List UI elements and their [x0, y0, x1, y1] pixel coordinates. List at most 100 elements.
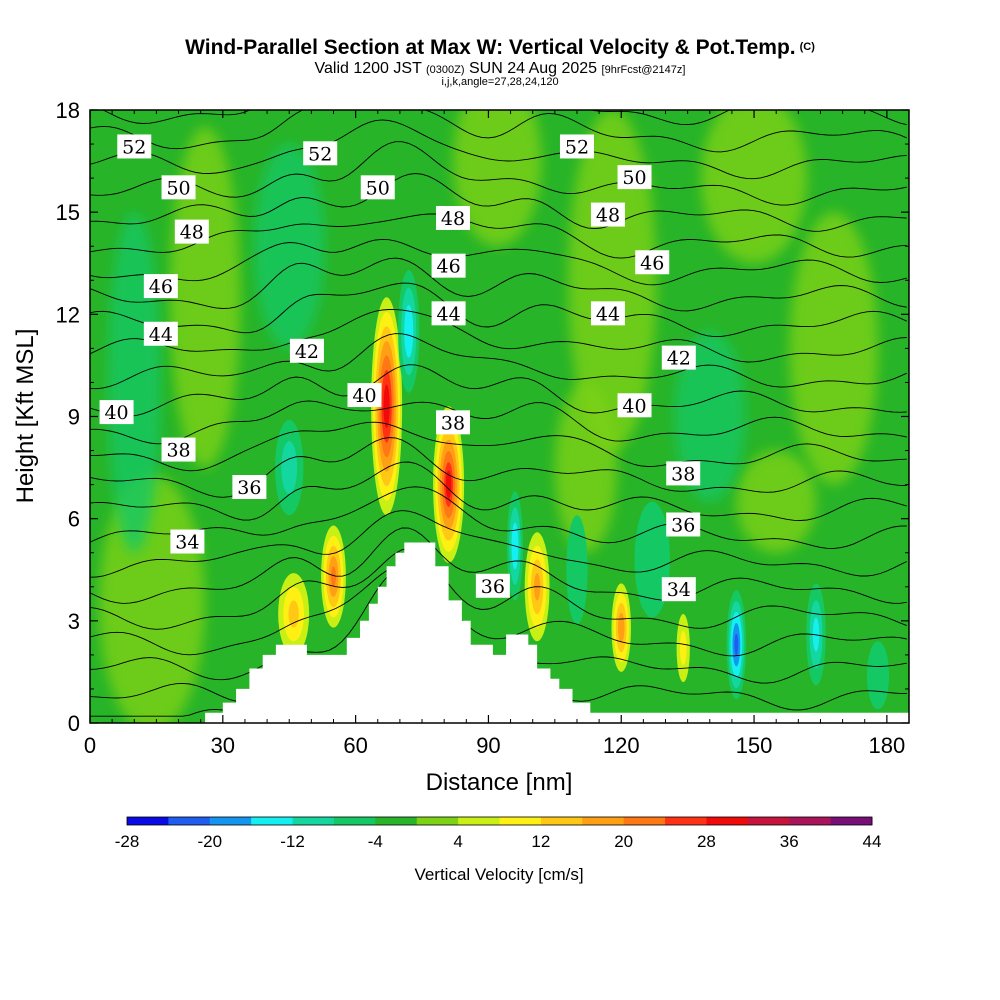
pot-temp-contour	[102, 110, 907, 126]
contour-label-text: 38	[166, 440, 190, 462]
colorbar-swatch	[375, 817, 418, 825]
valid-date: SUN 24 Aug 2025	[468, 60, 598, 77]
contour-label-text: 48	[180, 222, 204, 244]
velocity-cell	[398, 270, 420, 393]
contour-label: 44	[431, 301, 466, 326]
pot-temp-contour	[90, 564, 907, 657]
copyright-mark: (C)	[799, 41, 815, 53]
terrain	[90, 542, 909, 723]
x-tick-label: 0	[84, 733, 96, 758]
colorbar-title: Vertical Velocity [cm/s]	[414, 865, 583, 884]
contour-label: 52	[117, 134, 152, 159]
colorbar-swatch	[623, 817, 666, 825]
contour-label-text: 52	[565, 136, 589, 158]
contour-label-box	[99, 400, 134, 425]
contour-label-text: 34	[667, 579, 691, 601]
velocity-cell	[433, 406, 465, 563]
colorbar-swatch	[789, 817, 832, 825]
pot-temp-contour	[90, 173, 907, 232]
contour-label: 44	[590, 301, 625, 326]
contour-label-text: 42	[295, 341, 319, 363]
contour-label: 34	[170, 529, 205, 554]
y-axis-title: Height [Kft MSL]	[12, 329, 39, 504]
velocity-level	[734, 633, 739, 656]
colorbar-swatch	[127, 817, 169, 825]
pot-temp-contour	[90, 257, 907, 312]
y-tick-label: 12	[56, 302, 80, 327]
contour-label-box	[431, 253, 466, 278]
contour-label-text: 38	[671, 463, 695, 485]
colorbar-swatch	[292, 817, 335, 825]
indices-subtitle: i,j,k,angle=27,28,24,120	[0, 76, 1000, 88]
velocity-level	[812, 617, 820, 652]
colorbar-tick-label: -20	[197, 832, 222, 851]
background-band	[674, 331, 746, 502]
contour-label-box	[617, 165, 652, 190]
forecast-info: [9hrFcst@2147z]	[601, 64, 686, 76]
velocity-cell	[566, 515, 588, 625]
contour-label-box	[661, 577, 696, 602]
pot-temp-contour	[90, 486, 907, 549]
contour-label-box	[143, 274, 178, 299]
pot-temp-contour	[90, 119, 907, 180]
contour-label-box	[666, 512, 701, 537]
background-band	[736, 450, 817, 553]
contour-label: 50	[161, 175, 196, 200]
colorbar-tick-label: 20	[614, 832, 633, 851]
contour-label-text: 50	[166, 177, 190, 199]
velocity-cell	[676, 614, 690, 683]
contour-label-box	[475, 573, 510, 598]
contour-label-box	[617, 393, 652, 418]
contour-label-text: 44	[596, 303, 620, 325]
background-band	[453, 110, 542, 247]
contour-label: 38	[666, 461, 701, 486]
contour-label-text: 44	[149, 324, 173, 346]
velocity-level	[617, 612, 625, 643]
contour-label: 46	[431, 253, 466, 278]
valid-utc: (0300Z)	[426, 64, 465, 76]
velocity-level	[445, 470, 452, 499]
colorbar-tick-label: 28	[697, 832, 716, 851]
colorbar-swatch	[209, 817, 252, 825]
pot-temp-contour	[90, 282, 907, 338]
contour-label: 50	[617, 165, 652, 190]
y-tick-label: 18	[56, 98, 80, 123]
y-tick-label: 3	[68, 609, 80, 634]
colorbar-tick-label: 4	[453, 832, 462, 851]
background-band	[554, 382, 617, 553]
velocity-cell	[321, 525, 346, 628]
colorbar-tick-label: -12	[280, 832, 305, 851]
x-tick-label: 150	[736, 733, 773, 758]
pot-temp-contour	[90, 309, 907, 363]
colorbar-swatch	[458, 817, 500, 825]
velocity-level	[679, 631, 687, 666]
y-tick-label: 15	[56, 200, 80, 225]
colorbar-tick-label: 36	[780, 832, 799, 851]
valid-prefix: Valid 1200 JST	[314, 60, 422, 77]
x-axis-title: Distance [nm]	[426, 769, 573, 796]
colorbar-swatch	[582, 817, 625, 825]
contour-label-text: 34	[175, 532, 199, 554]
colorbar-swatch	[251, 817, 294, 825]
contour-label-box	[170, 529, 205, 554]
pot-temp-contour	[90, 333, 907, 390]
velocity-cell	[371, 297, 403, 516]
background-velocity-bands	[98, 110, 879, 723]
colorbar-tick-label: 44	[863, 832, 882, 851]
contour-label: 52	[559, 134, 594, 159]
velocity-cell	[726, 590, 747, 700]
contour-label: 46	[635, 250, 670, 275]
colorbar-swatch	[168, 817, 211, 825]
contour-label-text: 50	[366, 177, 390, 199]
contour-label-text: 42	[667, 348, 691, 370]
contour-label-text: 48	[596, 205, 620, 227]
contour-label: 40	[617, 393, 652, 418]
background-band	[253, 144, 325, 349]
colorbar-swatch	[333, 817, 376, 825]
pot-temp-contour	[90, 527, 907, 604]
x-tick-label: 180	[869, 733, 906, 758]
x-tick-label: 30	[211, 733, 235, 758]
pot-temp-contour	[90, 238, 907, 286]
pot-temp-contour	[90, 213, 907, 259]
